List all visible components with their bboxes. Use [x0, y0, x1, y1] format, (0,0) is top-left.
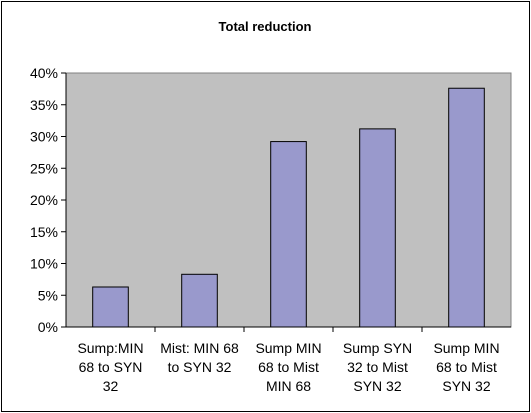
x-tick-label: Sump MIN 68 to Mist MIN 68 [255, 340, 321, 394]
y-tick-label: 0% [38, 319, 58, 335]
y-tick-label: 15% [30, 224, 58, 240]
x-tick-label: Sump:MIN 68 to SYN 32 [77, 340, 143, 394]
y-tick-label: 10% [30, 256, 58, 272]
y-tick-label: 5% [38, 287, 58, 303]
x-tick-label: Sump MIN 68 to Mist SYN 32 [433, 340, 499, 394]
y-tick-label: 30% [30, 129, 58, 145]
y-tick-label: 35% [30, 97, 58, 113]
bar [359, 128, 396, 328]
y-tick-label: 25% [30, 160, 58, 176]
bar [448, 87, 485, 328]
bar [92, 286, 129, 328]
y-tick-label: 20% [30, 192, 58, 208]
x-tick-label: Sump SYN 32 to Mist SYN 32 [343, 340, 412, 394]
bar [270, 141, 307, 328]
x-tick-label: Mist: MIN 68 to SYN 32 [160, 340, 239, 375]
chart-title: Total reduction [219, 19, 312, 34]
bars [92, 87, 485, 328]
y-tick-label: 40% [30, 65, 58, 81]
bar [181, 273, 218, 328]
x-axis-labels: Sump:MIN 68 to SYN 32 Mist: MIN 68 to SYN 32… [77, 327, 500, 394]
y-axis-ticks: 0% 5% 10% 15% 20% 25% 30% 35% 40% [30, 65, 66, 335]
